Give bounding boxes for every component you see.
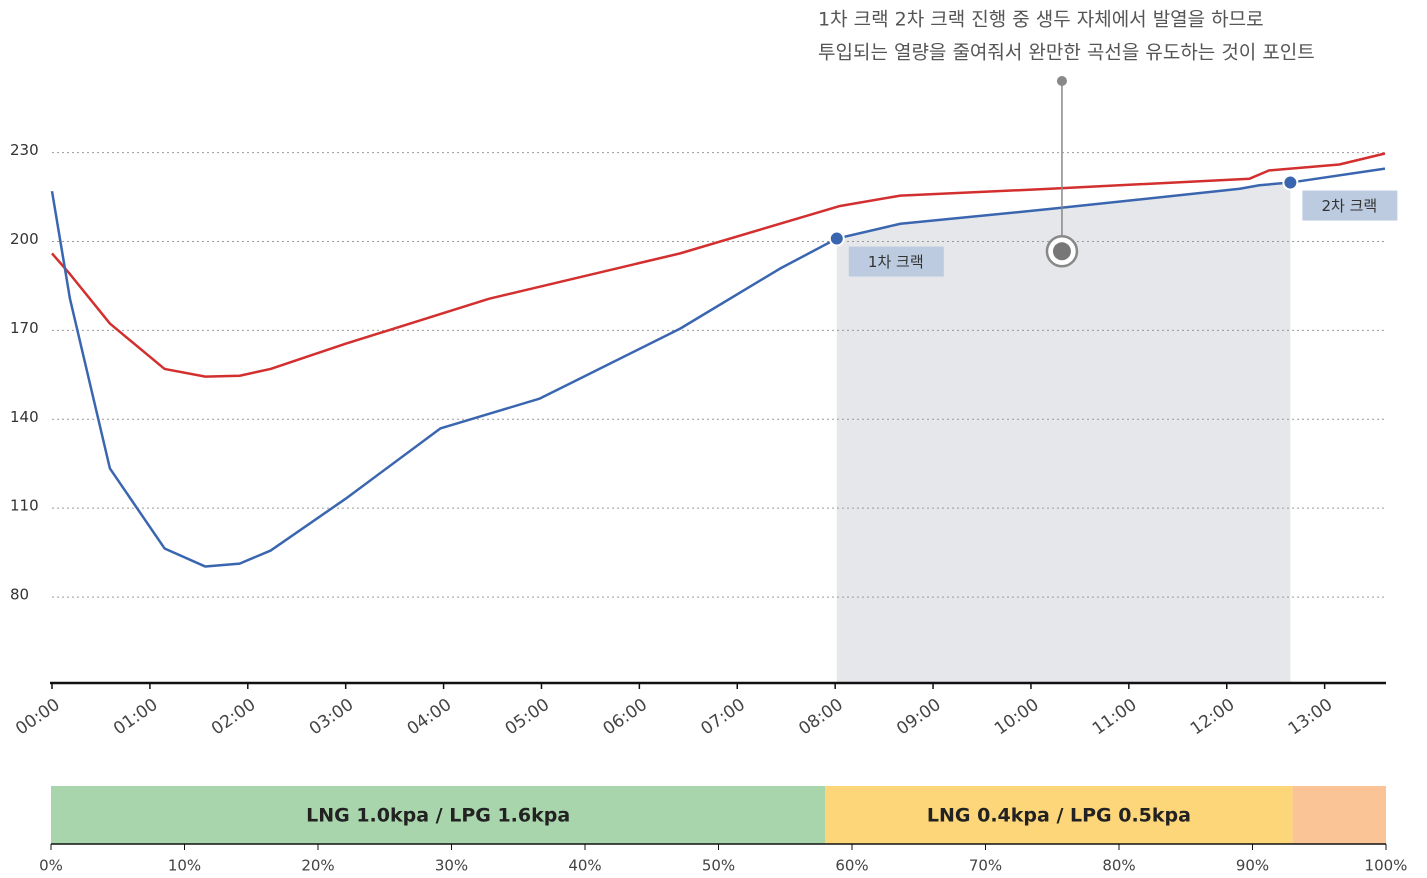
x-tick-label: 10:00 bbox=[991, 695, 1043, 739]
callout-center bbox=[1052, 242, 1071, 261]
x-tick-label: 40% bbox=[568, 857, 601, 875]
y-tick-label: 140 bbox=[10, 408, 39, 426]
annotation-point bbox=[828, 230, 845, 247]
x-tick-label: 02:00 bbox=[208, 695, 260, 739]
callout-text: 투입되는 열량을 줄여줘서 완만한 곡선을 유도하는 것이 포인트 bbox=[818, 42, 1315, 64]
annotation-box bbox=[1302, 190, 1398, 221]
x-tick-label: 30% bbox=[435, 857, 468, 875]
bar-segment bbox=[1292, 786, 1386, 844]
x-tick-label: 05:00 bbox=[502, 695, 554, 739]
annotation-label: 2차 크랙 bbox=[1322, 197, 1378, 215]
x-tick-label: 13:00 bbox=[1285, 695, 1337, 739]
x-tick-label: 07:00 bbox=[697, 695, 749, 739]
bar-segment bbox=[825, 786, 1293, 844]
x-tick-label: 80% bbox=[1102, 857, 1135, 875]
x-tick-label: 50% bbox=[702, 857, 735, 875]
x-tick-label: 01:00 bbox=[110, 695, 162, 739]
y-tick-label: 200 bbox=[10, 230, 39, 248]
annotation-label: 1차 크랙 bbox=[868, 253, 924, 271]
x-tick-label: 03:00 bbox=[306, 695, 358, 739]
x-tick-label: 09:00 bbox=[893, 695, 945, 739]
y-tick-label: 80 bbox=[10, 586, 29, 604]
segment-label: LNG 0.4kpa / LPG 0.5kpa bbox=[927, 805, 1191, 827]
y-tick-label: 110 bbox=[10, 497, 39, 515]
callout-dot bbox=[1056, 76, 1067, 86]
x-tick-label: 20% bbox=[301, 857, 334, 875]
x-tick-label: 90% bbox=[1236, 857, 1269, 875]
x-tick-label: 60% bbox=[835, 857, 868, 875]
annotation-box bbox=[848, 246, 944, 277]
x-tick-label: 11:00 bbox=[1089, 695, 1141, 739]
x-tick-label: 04:00 bbox=[404, 695, 456, 739]
line-series bbox=[50, 167, 1386, 568]
y-tick-label: 230 bbox=[10, 141, 39, 159]
line-series bbox=[51, 152, 1386, 378]
x-tick-label: 10% bbox=[168, 857, 201, 875]
x-tick-label: 70% bbox=[969, 857, 1002, 875]
x-tick-label: 100% bbox=[1365, 857, 1408, 875]
x-tick-label: 08:00 bbox=[795, 695, 847, 739]
y-tick-label: 170 bbox=[10, 319, 39, 337]
x-tick-label: 06:00 bbox=[599, 695, 651, 739]
segment-label: LNG 1.0kpa / LPG 1.6kpa bbox=[306, 805, 570, 827]
annotation-point bbox=[1282, 174, 1299, 191]
bar-segment bbox=[51, 786, 826, 844]
x-tick-label: 12:00 bbox=[1187, 695, 1239, 739]
x-tick-label: 00:00 bbox=[12, 695, 64, 739]
callout-text: 1차 크랙 2차 크랙 진행 중 생두 자체에서 발열을 하므로 bbox=[818, 9, 1264, 31]
x-tick-label: 0% bbox=[39, 857, 63, 875]
